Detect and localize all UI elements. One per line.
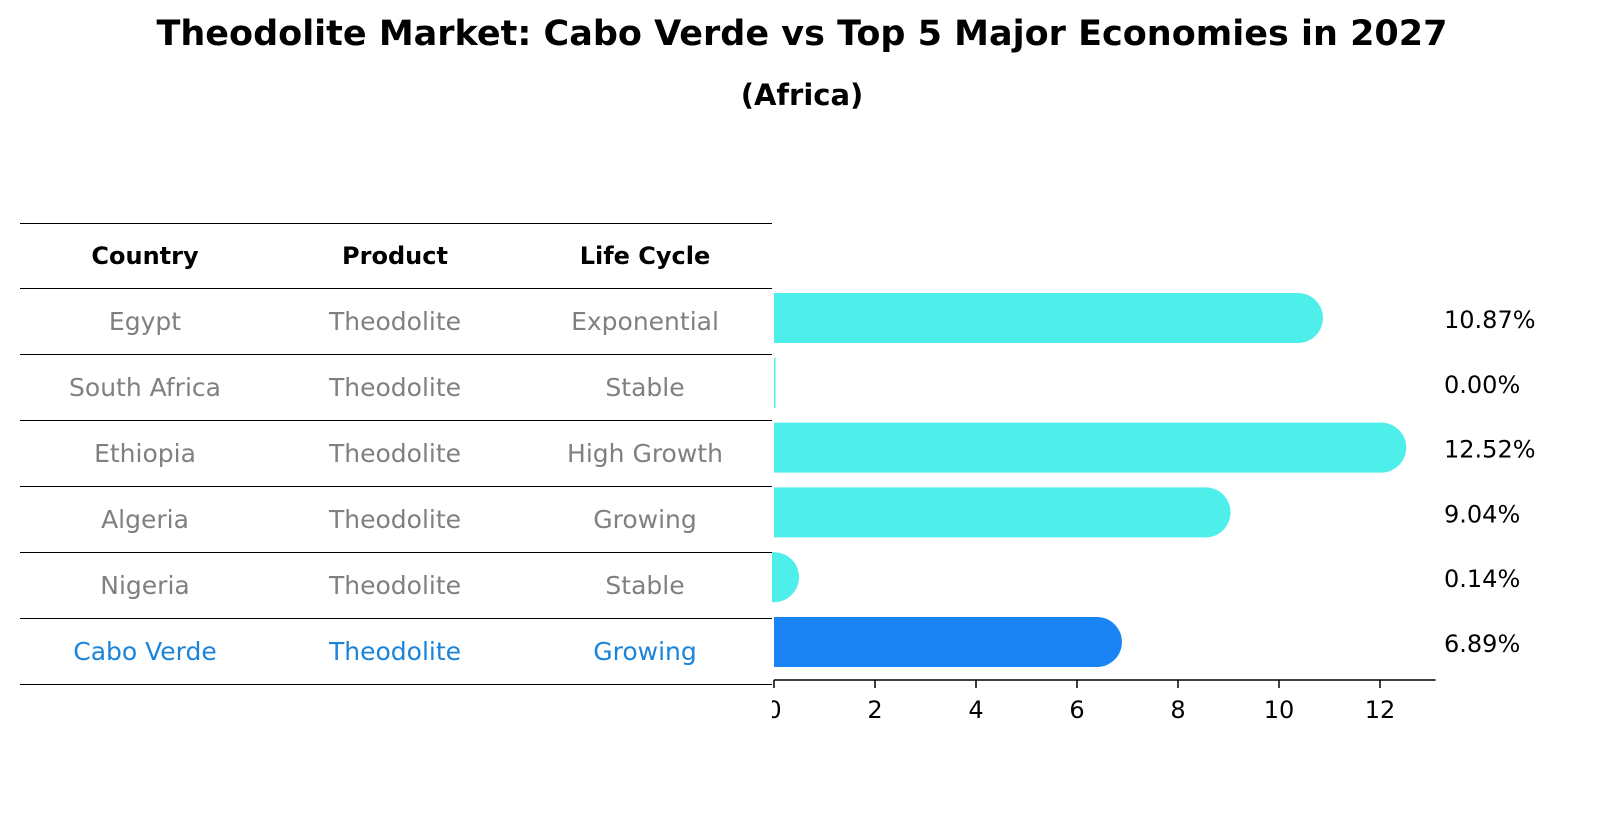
life-cycle-cell: Growing [593, 637, 697, 666]
life-cycle-cell: Growing [593, 505, 697, 534]
life-cycle-cell: Exponential [571, 307, 719, 336]
country-cell: Egypt [108, 307, 182, 336]
table-row: Ethiopia Theodolite High Growth [20, 421, 772, 487]
data-table: Country Product Life Cycle Egypt Theodol… [20, 223, 772, 685]
table-row: Egypt Theodolite Exponential [20, 289, 772, 355]
column-header-country: Country [91, 242, 199, 270]
bar-value-label: 10.87% [1444, 306, 1536, 334]
bar [774, 357, 776, 408]
bar-value-label: 0.00% [1444, 371, 1520, 399]
product-cell: Theodolite [328, 373, 462, 402]
product-cell: Theodolite [328, 307, 462, 336]
product-cell: Theodolite [328, 571, 462, 600]
product-cell: Theodolite [328, 439, 462, 468]
table-row: Algeria Theodolite Growing [20, 487, 772, 553]
x-tick-label: 6 [1069, 696, 1084, 724]
bar-value-label: 6.89% [1444, 630, 1520, 658]
bar-value-label: 0.14% [1444, 565, 1520, 593]
table-row: Nigeria Theodolite Stable [20, 553, 772, 619]
x-tick-label: 4 [968, 696, 983, 724]
x-tick-label: 10 [1264, 696, 1295, 724]
bar-end-cap [772, 552, 799, 603]
country-cell: South Africa [69, 373, 221, 402]
bar [774, 487, 1206, 538]
column-header-life-cycle: Life Cycle [579, 242, 711, 270]
column-header-product: Product [342, 242, 448, 270]
x-tick-label: 8 [1170, 696, 1185, 724]
country-cell: Ethiopia [94, 439, 196, 468]
x-tick-label: 0 [772, 696, 782, 724]
bar-value-label: 9.04% [1444, 500, 1520, 528]
chart-title: Theodolite Market: Cabo Verde vs Top 5 M… [156, 14, 1448, 54]
bar-chart: 10.87% 0.00% 12.52% 9.04% 0.14% 6.89% 0 2 4 6 8 10 1… [772, 293, 1536, 724]
country-cell: Cabo Verde [73, 637, 217, 666]
chart-subtitle: (Africa) [740, 78, 864, 112]
table-row-highlighted: Cabo Verde Theodolite Growing [20, 619, 772, 685]
life-cycle-cell: High Growth [567, 439, 723, 468]
table-row: South Africa Theodolite Stable [20, 355, 772, 421]
country-cell: Nigeria [100, 571, 190, 600]
bar-end-cap [1071, 617, 1122, 667]
x-tick-label: 12 [1365, 696, 1396, 724]
country-cell: Algeria [101, 505, 189, 534]
bar [774, 293, 1298, 343]
product-cell: Theodolite [328, 505, 462, 534]
table-header-row: Country Product Life Cycle [20, 223, 772, 289]
bar-end-cap [1272, 293, 1323, 343]
product-cell: Theodolite [328, 637, 462, 666]
bar-end-cap [1180, 487, 1231, 538]
bar [774, 617, 1097, 667]
bar-value-label: 12.52% [1444, 436, 1536, 464]
life-cycle-cell: Stable [605, 373, 685, 402]
bar-end-cap [1356, 422, 1407, 473]
bar [774, 422, 1382, 473]
x-tick-label: 2 [867, 696, 882, 724]
life-cycle-cell: Stable [605, 571, 685, 600]
